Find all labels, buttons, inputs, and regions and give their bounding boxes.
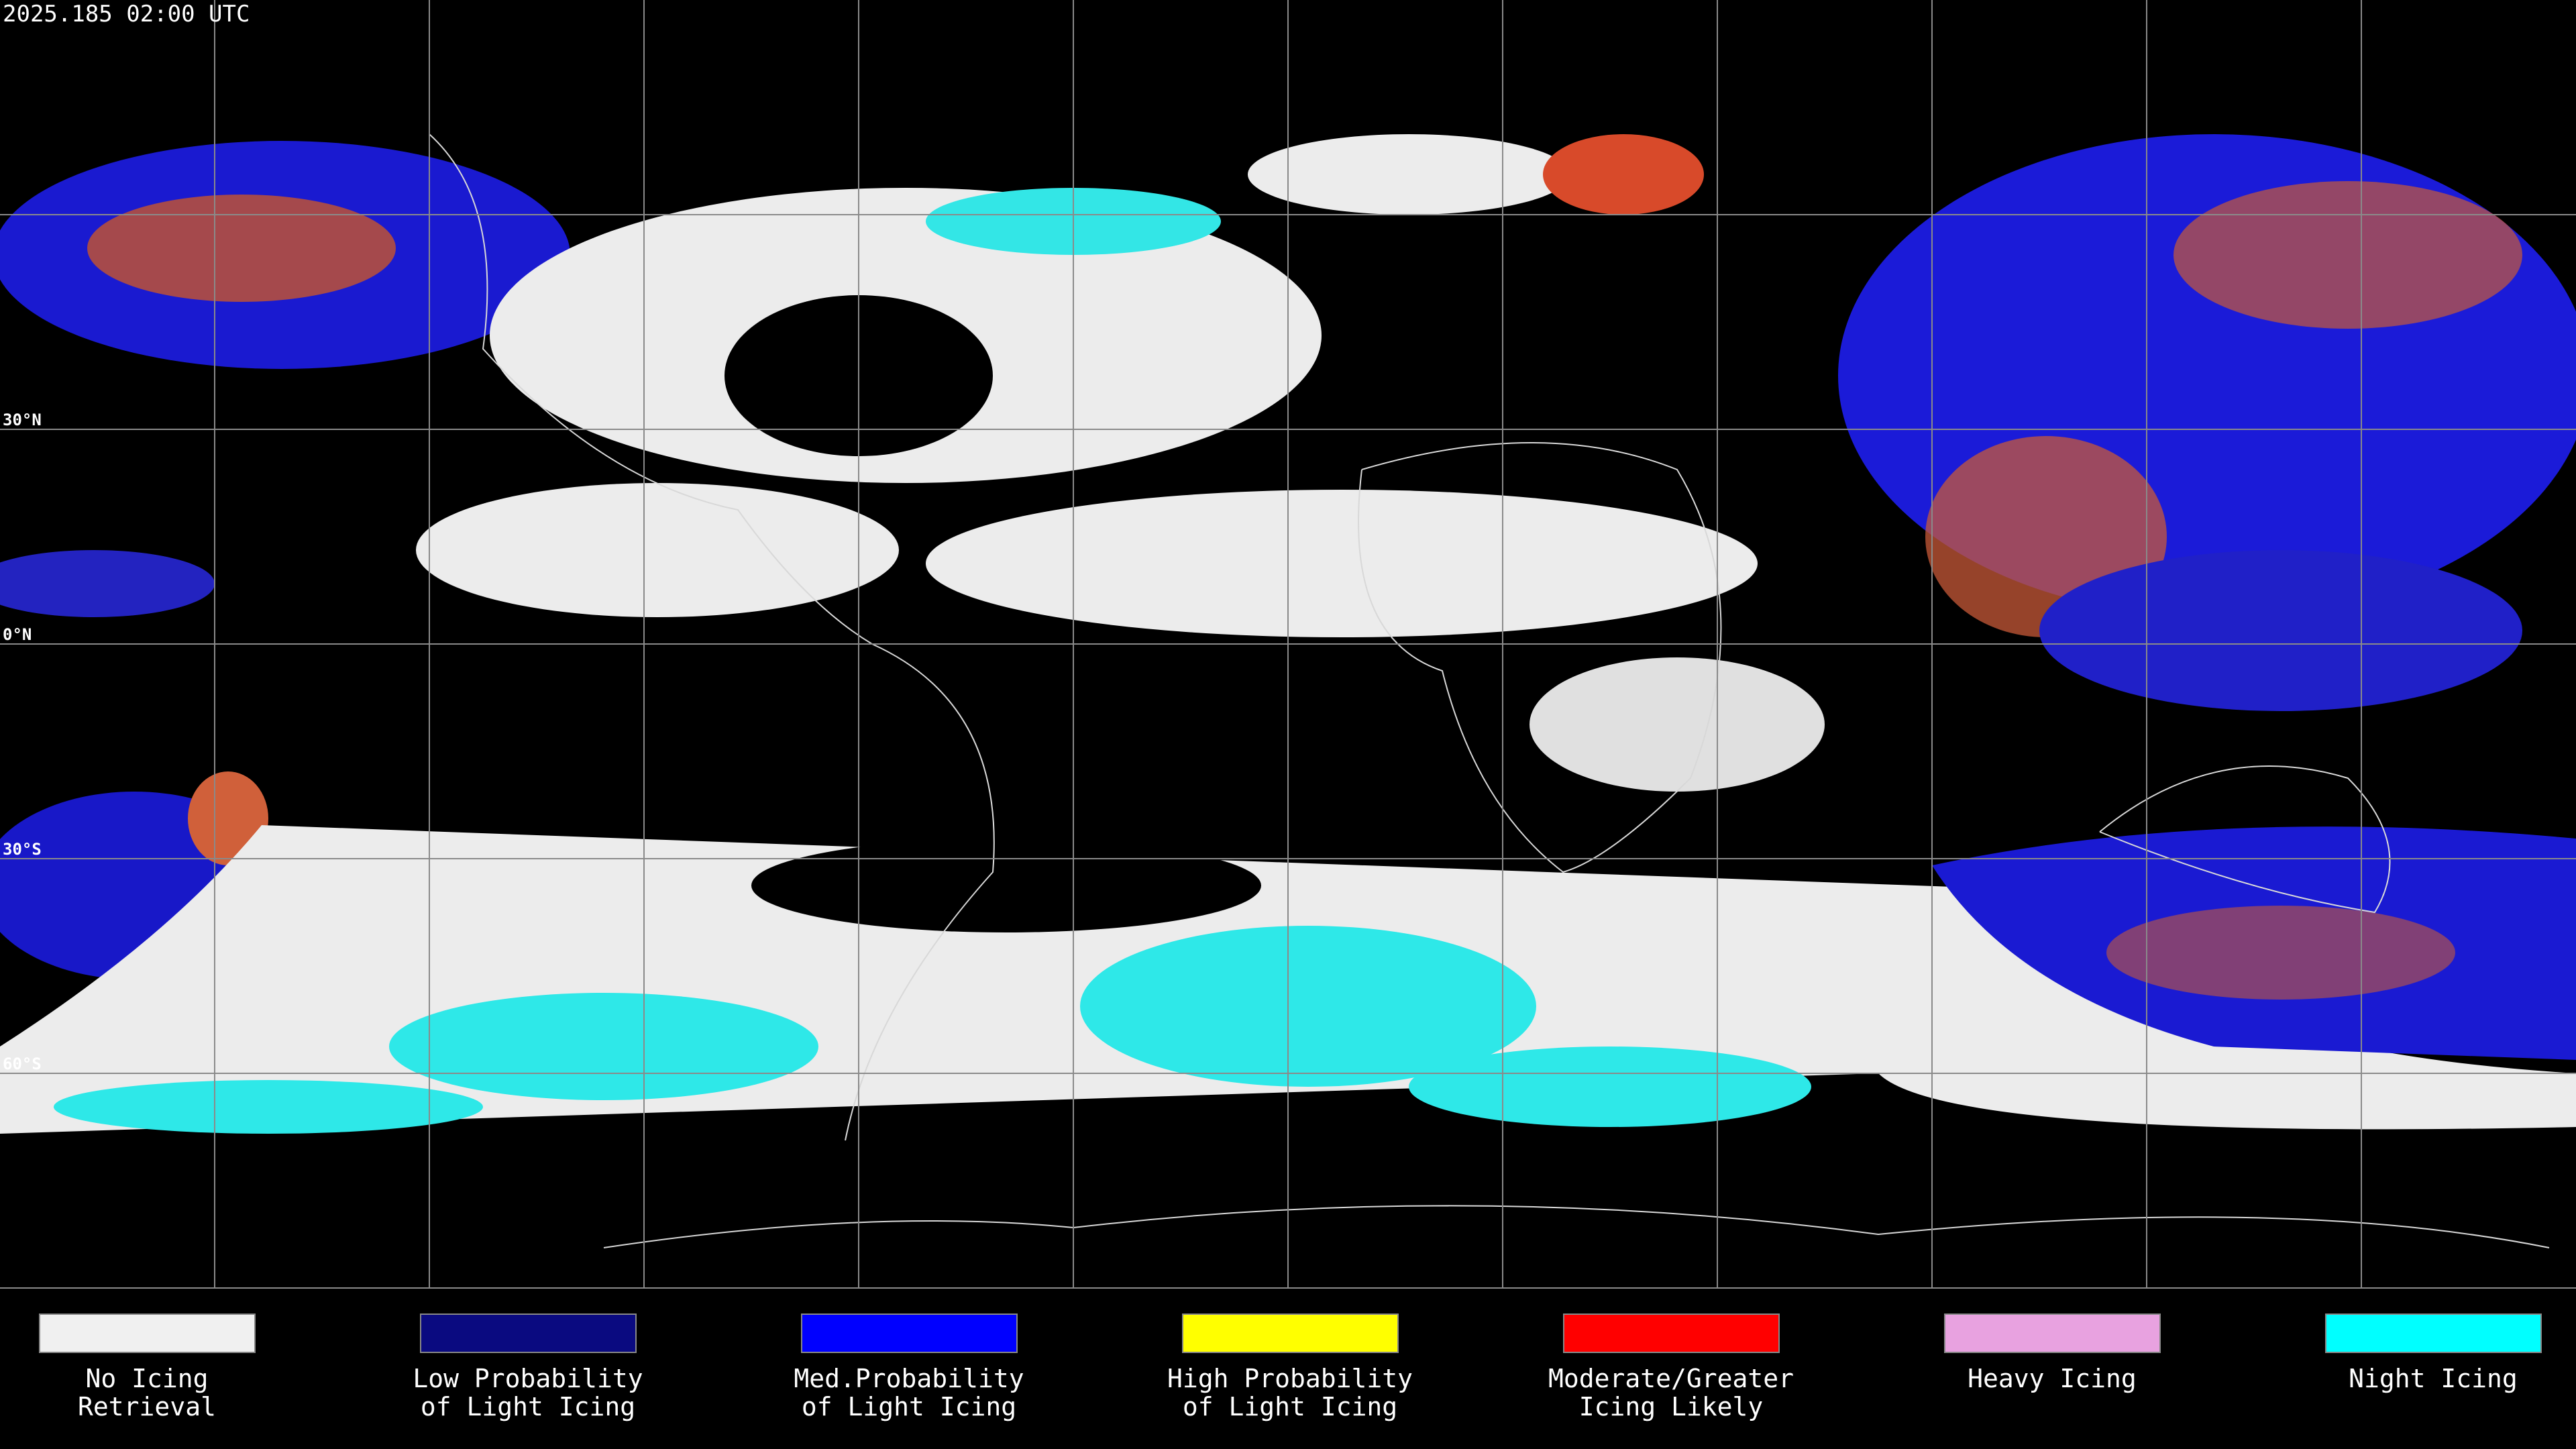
- legend-swatch: [1182, 1313, 1399, 1353]
- icing-region: [2106, 906, 2455, 1000]
- legend-swatch: [1563, 1313, 1780, 1353]
- icing-region: [0, 550, 215, 617]
- cloud-region: [416, 483, 899, 617]
- coastlines: [429, 133, 2550, 1248]
- cloud-region: [926, 490, 1758, 637]
- cloud-region: [1080, 926, 1536, 1087]
- cloud-region: [54, 1080, 483, 1134]
- latitude-label: 0°N: [3, 625, 32, 644]
- legend-label: of Light Icing: [421, 1392, 635, 1421]
- icing-region: [2039, 550, 2522, 711]
- legend-label: Night Icing: [2349, 1364, 2518, 1393]
- latitude-label: 60°S: [3, 1055, 42, 1073]
- coastline: [429, 133, 995, 1141]
- legend-label: No Icing: [85, 1364, 208, 1393]
- legend-swatch: [1944, 1313, 2161, 1353]
- legend-label: Med.Probability: [794, 1364, 1024, 1393]
- latitude-label: 30°S: [3, 840, 42, 859]
- legend-swatch: [801, 1313, 1018, 1353]
- legend-label: Retrieval: [78, 1392, 216, 1421]
- legend-label: Moderate/Greater: [1548, 1364, 1794, 1393]
- icing-region: [1543, 134, 1704, 215]
- icing-region: [87, 195, 396, 302]
- cloud-region: [1248, 134, 1570, 215]
- cloud-region: [1409, 1046, 1811, 1127]
- graticule: [0, 0, 2576, 1289]
- latitude-label: 30°N: [3, 411, 42, 429]
- legend-label: Low Probability: [413, 1364, 643, 1393]
- clear-region: [751, 839, 1261, 932]
- cloud-region: [1529, 657, 1825, 792]
- legend-label: of Light Icing: [1183, 1392, 1397, 1421]
- coastline: [2099, 765, 2391, 914]
- timestamp: 2025.185 02:00 UTC: [3, 1, 250, 28]
- legend-label: High Probability: [1167, 1364, 1413, 1393]
- legend-label: Icing Likely: [1579, 1392, 1764, 1421]
- coastline: [1358, 442, 1722, 873]
- legend-swatch: [39, 1313, 256, 1353]
- coastline: [603, 1205, 2550, 1248]
- icing-region: [2174, 181, 2522, 329]
- legend-label: of Light Icing: [802, 1392, 1016, 1421]
- legend-swatch: [420, 1313, 637, 1353]
- legend-label: Heavy Icing: [1968, 1364, 2137, 1393]
- cloud-region: [389, 993, 818, 1100]
- legend-swatch: [2325, 1313, 2542, 1353]
- latitude-labels: 30°N 0°N 30°S 60°S: [3, 411, 42, 1073]
